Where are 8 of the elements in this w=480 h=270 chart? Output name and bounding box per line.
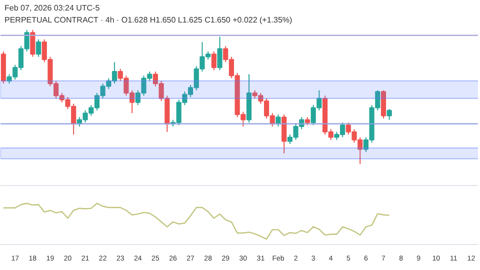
candlestick — [211, 50, 216, 71]
text: Feb 07, 2026 03:24 UTC-5 — [4, 4, 100, 12]
text: PERPETUAL CONTRACT · 4h · O1.628 H1.650 L1.625 C1.650 +0.022 (+1.35%) — [4, 16, 293, 24]
candlestick — [276, 114, 281, 128]
candlestick — [36, 38, 42, 58]
candlestick — [386, 108, 392, 120]
candlestick — [30, 29, 36, 58]
candlestick — [217, 36, 222, 71]
